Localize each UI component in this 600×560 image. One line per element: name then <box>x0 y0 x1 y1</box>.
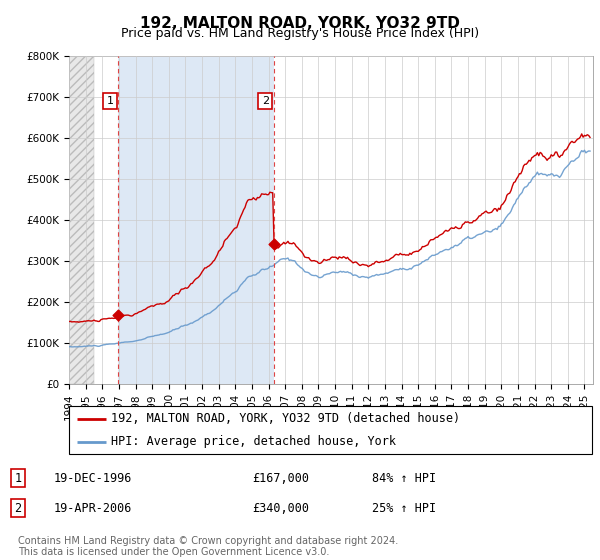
Bar <box>118 56 274 384</box>
Text: Price paid vs. HM Land Registry's House Price Index (HPI): Price paid vs. HM Land Registry's House … <box>121 27 479 40</box>
Text: 1: 1 <box>107 96 113 106</box>
Text: £340,000: £340,000 <box>252 502 309 515</box>
Text: 25% ↑ HPI: 25% ↑ HPI <box>372 502 436 515</box>
Bar <box>69 56 94 384</box>
Text: Contains HM Land Registry data © Crown copyright and database right 2024.
This d: Contains HM Land Registry data © Crown c… <box>18 535 398 557</box>
Text: 2: 2 <box>262 96 269 106</box>
Text: 19-DEC-1996: 19-DEC-1996 <box>54 472 133 484</box>
Text: 19-APR-2006: 19-APR-2006 <box>54 502 133 515</box>
Text: £167,000: £167,000 <box>252 472 309 484</box>
Text: 1: 1 <box>14 472 22 484</box>
Point <box>269 240 278 249</box>
Text: 2: 2 <box>14 502 22 515</box>
Text: 192, MALTON ROAD, YORK, YO32 9TD (detached house): 192, MALTON ROAD, YORK, YO32 9TD (detach… <box>111 412 460 425</box>
Point <box>113 311 123 320</box>
Text: HPI: Average price, detached house, York: HPI: Average price, detached house, York <box>111 435 396 448</box>
FancyBboxPatch shape <box>69 406 592 454</box>
Text: 192, MALTON ROAD, YORK, YO32 9TD: 192, MALTON ROAD, YORK, YO32 9TD <box>140 16 460 31</box>
Text: 84% ↑ HPI: 84% ↑ HPI <box>372 472 436 484</box>
